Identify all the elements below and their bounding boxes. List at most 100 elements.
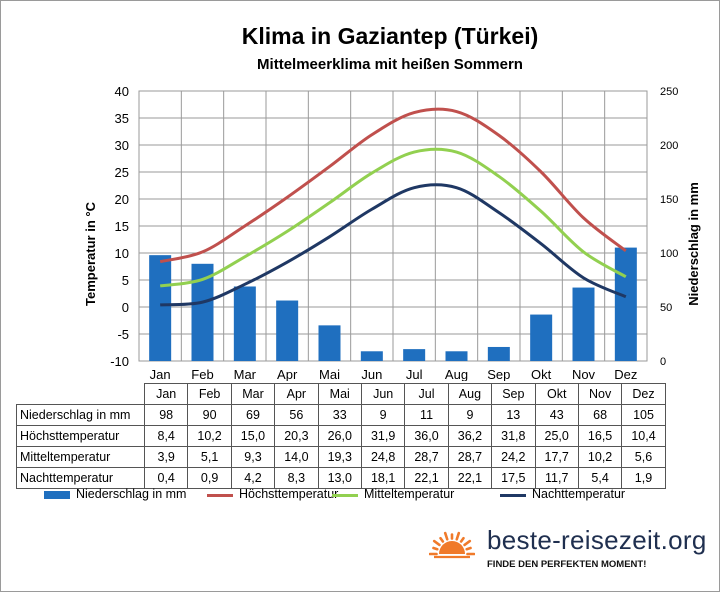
x-tick-nov: Nov [572, 367, 596, 381]
table-header-mar: Mar [230, 383, 276, 405]
table-row-label: Höchsttemperatur [16, 425, 145, 447]
y-left-tick-30: 30 [115, 138, 129, 153]
y-right-tick-250: 250 [660, 86, 678, 98]
x-tick-mar: Mar [234, 367, 257, 381]
table-cell: 36,0 [404, 425, 449, 447]
y-right-axis-label: Niederschlag in mm [686, 182, 701, 306]
table-cell: 25,0 [534, 425, 579, 447]
table-cell: 69 [230, 404, 276, 426]
table-cell: 5,4 [577, 467, 623, 489]
table-cell: 68 [577, 404, 623, 426]
table-cell: 22,1 [404, 467, 449, 489]
legend-label-precipitation: Niederschlag in mm [76, 487, 187, 501]
grid-lines [139, 90, 647, 362]
table-header-nov: Nov [577, 383, 623, 405]
table-cell: 90 [187, 404, 232, 426]
table-cell: 19,3 [317, 446, 362, 468]
x-tick-okt: Okt [531, 367, 552, 381]
brand-logo[interactable]: beste-reisezeit.org FINDE DEN PERFEKTEN … [429, 521, 719, 581]
table-cell: 36,2 [447, 425, 493, 447]
table-cell: 5,6 [621, 446, 666, 468]
brand-slogan: FINDE DEN PERFEKTEN MOMENT! [487, 559, 647, 570]
table-cell: 31,9 [360, 425, 406, 447]
y-left-tick--5: -5 [117, 327, 129, 342]
table-cell: 4,2 [230, 467, 276, 489]
bar-jun [360, 351, 383, 361]
chart-title: Klima in Gaziantep (Türkei) [242, 23, 539, 49]
table-cell: 20,3 [274, 425, 319, 447]
y-left-tick-5: 5 [122, 273, 129, 288]
data-table: Jan Feb Mar Apr Mai Jun Jul Aug Sep Okt Nov Dez Nied… [16, 383, 666, 489]
table-corner [16, 383, 145, 405]
table-cell: 10,2 [187, 425, 232, 447]
legend-swatch-mean-temp [332, 494, 358, 497]
bar-sep [487, 346, 510, 361]
table-row-label: Niederschlag in mm [16, 404, 145, 426]
table-header-jun: Jun [360, 383, 406, 405]
table-header-dez: Dez [621, 383, 666, 405]
bar-mar [233, 286, 256, 361]
y-left-tick-35: 35 [115, 111, 129, 126]
table-cell: 5,1 [187, 446, 232, 468]
table-cell: 9,3 [230, 446, 276, 468]
table-header-feb: Feb [187, 383, 232, 405]
climate-chart: Klima in Gaziantep (Türkei) Mittelmeerkl… [83, 23, 701, 381]
x-tick-apr: Apr [277, 367, 298, 381]
bar-feb [191, 263, 214, 361]
table-cell: 13,0 [317, 467, 362, 489]
x-tick-sep: Sep [487, 367, 510, 381]
chart-subtitle: Mittelmeerklima mit heißen Sommern [257, 56, 523, 73]
table-row: Höchsttemperatur 8,4 10,2 15,0 20,3 26,0 31,9 3… [16, 425, 666, 447]
legend-label-night-temp: Nachttemperatur [532, 487, 626, 501]
x-tick-jul: Jul [406, 367, 423, 381]
sun-ray [463, 539, 472, 547]
y-left-axis-label: Temperatur in °C [83, 201, 98, 306]
y-right-tick-50: 50 [660, 302, 672, 314]
table-cell: 15,0 [230, 425, 276, 447]
y-left-tick-labels: 40 35 30 25 20 15 10 5 0 -5 -10 [110, 84, 129, 369]
table-cell: 17,5 [491, 467, 536, 489]
x-tick-dez: Dez [614, 367, 637, 381]
table-row: Mitteltemperatur 3,9 5,1 9,3 14,0 19,3 24,8 28,… [16, 446, 666, 468]
x-tick-jun: Jun [361, 367, 382, 381]
brand-name: beste-reisezeit.org [487, 525, 707, 555]
precipitation-bars [149, 247, 637, 361]
table-cell: 17,7 [534, 446, 579, 468]
table-cell: 11 [404, 404, 449, 426]
table-cell: 13 [491, 404, 536, 426]
table-cell: 0,4 [143, 467, 189, 489]
sun-ray [455, 531, 461, 541]
table-cell: 18,1 [360, 467, 406, 489]
table-cell: 56 [274, 404, 319, 426]
sun-ray [465, 546, 472, 551]
x-tick-mai: Mai [319, 367, 340, 381]
table-cell: 98 [143, 404, 189, 426]
table-cell: 16,5 [577, 425, 623, 447]
temperature-lines [159, 107, 627, 307]
y-left-tick-40: 40 [115, 84, 129, 99]
table-cell: 14,0 [274, 446, 319, 468]
legend-label-max-temp: Höchsttemperatur [239, 487, 339, 501]
y-right-tick-200: 200 [660, 140, 678, 152]
table-header-apr: Apr [274, 383, 319, 405]
bar-jan [149, 255, 172, 361]
sun-icon [429, 531, 475, 559]
table-cell: 8,3 [274, 467, 319, 489]
y-left-tick-0: 0 [122, 300, 129, 315]
table-cell: 8,4 [143, 425, 189, 447]
table-cell: 43 [534, 404, 579, 426]
table-header-okt: Okt [534, 383, 579, 405]
bar-aug [445, 351, 468, 361]
table-cell: 9 [360, 404, 406, 426]
table-cell: 22,1 [447, 467, 493, 489]
table-header-aug: Aug [447, 383, 493, 405]
table-header-jul: Jul [404, 383, 449, 405]
y-right-tick-labels: 250 200 150 100 50 0 [660, 86, 678, 368]
sun-ray [439, 536, 445, 543]
y-right-tick-0: 0 [660, 356, 666, 368]
legend-swatch-precipitation [44, 491, 70, 499]
bar-dez [614, 247, 637, 361]
table-cell: 28,7 [404, 446, 449, 468]
y-left-tick--10: -10 [110, 354, 129, 369]
